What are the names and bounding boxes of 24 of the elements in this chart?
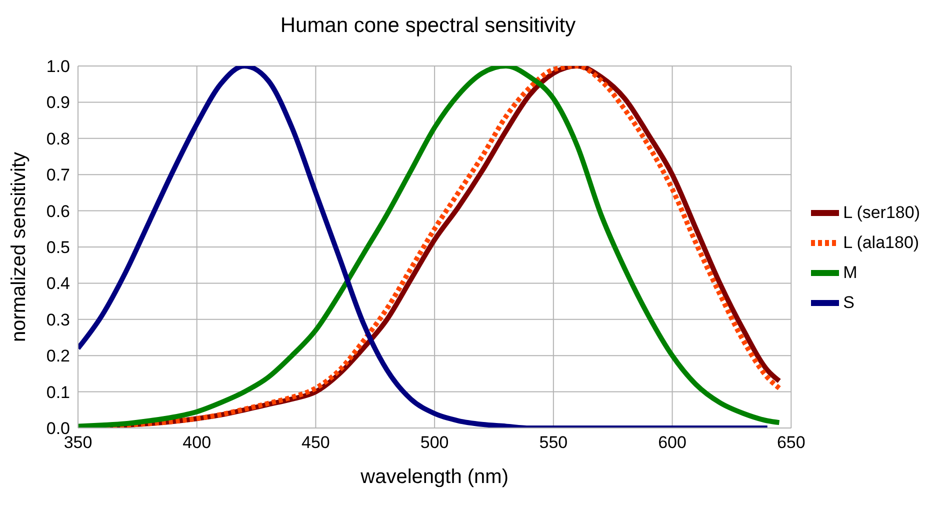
y-tick-label: 0.2 <box>46 346 70 366</box>
y-tick-label: 0.6 <box>46 202 70 221</box>
x-tick-label: 600 <box>658 433 686 452</box>
y-tick-label: 0.4 <box>46 274 70 294</box>
y-tick-label: 0.7 <box>46 166 70 185</box>
y-tick-label: 1.0 <box>46 57 70 76</box>
chart-title: Human cone spectral sensitivity <box>279 14 577 38</box>
x-tick-label: 650 <box>776 433 806 452</box>
legend-label: M <box>843 263 858 283</box>
x-tick-label: 550 <box>539 433 568 452</box>
y-tick-label: 0.9 <box>46 93 70 112</box>
x-tick-label: 500 <box>420 433 449 452</box>
y-tick-label: 0.8 <box>46 129 70 148</box>
x-tick-label: 400 <box>182 433 212 452</box>
y-tick-label: 0.3 <box>46 310 70 330</box>
legend-label: L (ala180) <box>843 233 920 253</box>
legend-label: L (ser180) <box>843 203 920 223</box>
y-tick-label: 0.1 <box>46 382 70 402</box>
x-tick-label: 450 <box>302 433 330 452</box>
x-tick-label: 350 <box>64 433 92 452</box>
y-tick-label: 0.5 <box>46 238 70 258</box>
legend-label: S <box>843 293 854 313</box>
y-axis-title: normalized sensitivity <box>8 152 30 342</box>
x-axis-title: wavelength (nm) <box>360 466 508 488</box>
